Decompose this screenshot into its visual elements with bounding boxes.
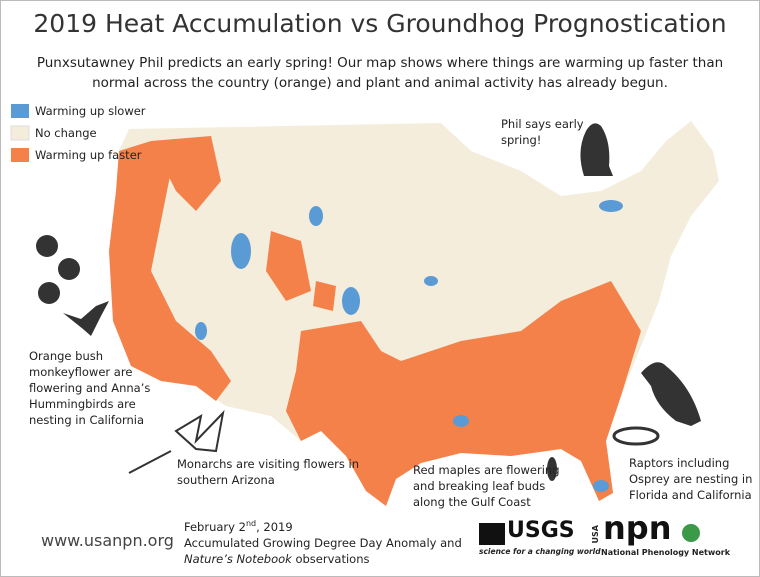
annotation: Monarchs are visiting flowers in southern… xyxy=(177,456,359,488)
title: 2019 Heat Accumulation vs Groundhog Prog… xyxy=(33,9,727,38)
npn-leaf xyxy=(682,524,700,542)
footer-text: February 2nd, 2019 Accumulated Growing D… xyxy=(184,516,462,567)
legend-swatch xyxy=(11,104,29,118)
annotation-line: Raptors including xyxy=(629,456,730,470)
legend-swatch xyxy=(10,125,30,141)
legend-label: Warming up slower xyxy=(35,104,146,118)
date: February 2nd, 2019 xyxy=(184,516,462,535)
bud-icon xyxy=(547,457,557,481)
footer-rest: observations xyxy=(291,551,370,566)
icons xyxy=(36,123,701,481)
annotation-line: Monarchs are visiting flowers in xyxy=(177,457,360,471)
annotation-line: monkeyflower are xyxy=(29,365,133,379)
footer-line: Accumulated Growing Degree Day Anomaly a… xyxy=(184,535,462,550)
annotation: Red maples are flowering and breaking lea… xyxy=(413,462,560,510)
warming-slower-regions xyxy=(195,200,623,492)
annotation-line: Phil says early xyxy=(501,117,584,131)
footer-line: Nature’s Notebook observations xyxy=(184,551,462,567)
date-main: February 2 xyxy=(184,519,246,534)
subtitle: Punxsutawney Phil predicts an early spri… xyxy=(1,53,759,93)
flower-stem-icon xyxy=(128,450,172,474)
annotation-line: Osprey are nesting in xyxy=(629,472,753,486)
raptor-icon xyxy=(641,362,701,426)
annotation-line: flowering and Anna’s xyxy=(29,381,151,395)
annotation-line: Florida and California xyxy=(629,488,752,502)
usgs-mark xyxy=(479,523,505,545)
annotation-line: spring! xyxy=(501,133,542,147)
groundhog-icon xyxy=(580,123,613,176)
legend-swatch xyxy=(11,148,29,162)
warming-faster-regions xyxy=(109,136,641,506)
date-suffix: nd xyxy=(245,519,257,528)
legend-label: Warming up faster xyxy=(35,148,142,162)
annotation-line: nesting in California xyxy=(29,413,145,427)
usgs-tagline: science for a changing world xyxy=(479,547,601,556)
legend xyxy=(10,104,30,162)
usgs-logo: USGS xyxy=(507,518,575,543)
annotation: Raptors including Osprey are nesting in Fl… xyxy=(629,455,752,503)
npn-usa: USA xyxy=(591,525,600,544)
annotation-line: Hummingbirds are xyxy=(29,397,136,411)
annotation: Orange bush monkeyflower are flowering and… xyxy=(29,348,150,428)
annotation-line: and breaking leaf buds xyxy=(413,479,546,493)
nest-icon xyxy=(612,426,660,446)
butterfly-icon xyxy=(174,409,225,453)
annotation-line: along the Gulf Coast xyxy=(413,495,531,509)
date-year: , 2019 xyxy=(256,519,293,534)
hummingbird-icon xyxy=(63,301,109,336)
annotation-line: Red maples are flowering xyxy=(413,463,560,477)
legend-label: No change xyxy=(35,126,97,140)
subtitle-line: Punxsutawney Phil predicts an early spri… xyxy=(36,55,724,71)
url: www.usanpn.org xyxy=(41,531,174,550)
subtitle-line: normal across the country (orange) and p… xyxy=(92,75,668,91)
notebook-name: Nature’s Notebook xyxy=(184,551,292,566)
annotation: Phil says early spring! xyxy=(501,116,584,148)
flower-icons xyxy=(36,235,80,304)
annotation-line: southern Arizona xyxy=(177,473,275,487)
npn-logo: npn xyxy=(603,509,672,547)
annotation-line: Orange bush xyxy=(29,349,104,363)
npn-name: National Phenology Network xyxy=(601,548,731,557)
